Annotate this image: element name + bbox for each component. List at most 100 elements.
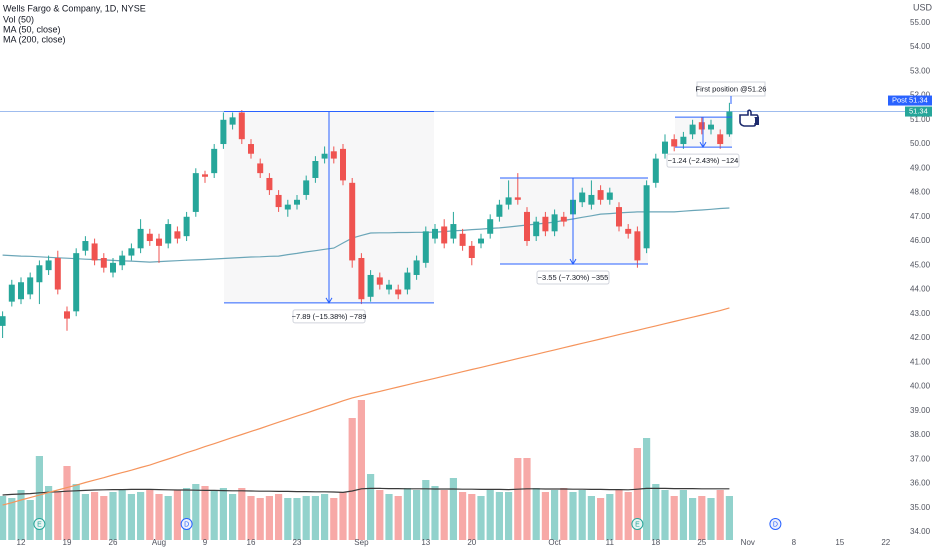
candle-body <box>54 257 61 290</box>
measure-label: −3.55 (−7.30%) −355 <box>538 273 609 282</box>
x-tick-label: Nov <box>741 538 755 547</box>
volume-bar <box>81 494 89 540</box>
candle-body <box>303 180 310 195</box>
candle-body <box>27 277 34 295</box>
volume-bar <box>164 496 172 540</box>
volume-bar <box>35 456 43 540</box>
candle-body <box>312 161 319 178</box>
volume-bar <box>495 492 503 540</box>
volume-bar <box>486 490 494 540</box>
last-price-label: 51.34 <box>909 107 928 116</box>
candle-body <box>284 204 291 210</box>
candle-body <box>487 219 494 234</box>
candle-body <box>662 141 668 154</box>
volume-bar <box>670 496 678 540</box>
event-marker <box>631 518 644 530</box>
volume-bar <box>210 490 218 540</box>
arrow-head <box>699 141 707 149</box>
volume-bar <box>293 498 301 540</box>
candle-body <box>119 255 126 266</box>
y-tick-label: 50.00 <box>910 139 931 148</box>
candle-body <box>238 112 245 140</box>
y-tick-label: 51.00 <box>910 115 931 124</box>
volume-bar <box>431 486 439 540</box>
volume-bar <box>615 490 623 540</box>
x-tick-label: 26 <box>109 538 118 547</box>
volume-bar <box>357 400 365 540</box>
legend-entry: MA (200, close) <box>3 34 66 44</box>
volume-bar <box>403 488 411 540</box>
candle-body <box>73 253 80 312</box>
event-marker <box>33 518 46 530</box>
volume-bar <box>523 458 531 540</box>
volume-bar <box>679 490 687 540</box>
measure-area <box>500 177 648 265</box>
candle-body <box>220 119 227 145</box>
candle-body <box>82 241 89 251</box>
y-tick-label: 44.00 <box>910 285 931 294</box>
volume-bar <box>54 492 62 540</box>
candle-body <box>671 139 678 147</box>
y-tick-label: 36.00 <box>910 479 931 488</box>
candle-body <box>137 228 144 249</box>
candle-body <box>110 262 116 273</box>
candle-body <box>422 231 429 263</box>
measure-label: −7.89 (−15.38%) −789 <box>292 312 367 321</box>
candle-body <box>266 177 273 191</box>
volume-bar <box>394 496 402 540</box>
volume-bar <box>311 496 319 540</box>
candle-body <box>156 238 162 246</box>
candle-body <box>321 153 328 159</box>
y-tick-label: 40.00 <box>910 382 931 391</box>
legend-entry: MA (50, close) <box>3 24 61 34</box>
candle-body <box>689 124 696 135</box>
hand-icon <box>739 109 759 127</box>
volume-bar <box>367 474 375 540</box>
volume-bar <box>219 488 227 540</box>
measure-label: −1.24 (−2.43%) −124 <box>668 156 739 165</box>
volume-bar <box>624 492 632 540</box>
candle-body <box>652 158 659 183</box>
x-tick-label: 15 <box>835 538 844 547</box>
candle-body <box>606 192 613 200</box>
x-tick-label: 20 <box>467 538 476 547</box>
ma-line <box>2 307 730 506</box>
x-tick-label: 22 <box>881 538 890 547</box>
x-tick-label: 25 <box>697 538 706 547</box>
candle-body <box>202 174 208 177</box>
volume-bar <box>330 498 338 540</box>
x-tick-label: 9 <box>203 538 208 547</box>
event-label: D <box>184 521 189 528</box>
chart-title: Wells Fargo & Company, 1D, NYSE <box>3 3 146 13</box>
post-tag <box>888 95 932 106</box>
volume-bar <box>321 494 329 540</box>
candle-body <box>257 163 264 174</box>
volume-bar <box>514 458 522 540</box>
candle-body <box>459 233 466 246</box>
volume-bar <box>348 418 356 540</box>
y-tick-label: 38.00 <box>910 430 931 439</box>
volume-bar <box>597 498 605 540</box>
y-tick-label: 52.00 <box>910 91 931 100</box>
event-label: E <box>37 521 42 528</box>
volume-bar <box>256 498 264 540</box>
volume-bar <box>578 490 586 540</box>
candle-body <box>128 248 135 256</box>
x-tick-label: Aug <box>152 538 166 547</box>
candle-body <box>551 214 558 232</box>
y-tick-label: 53.00 <box>910 66 931 75</box>
volume-bar <box>8 498 16 540</box>
arrow-head <box>569 258 577 266</box>
candle-body <box>643 185 650 249</box>
measure-label-box <box>666 153 740 168</box>
volume-bar <box>376 490 384 540</box>
candle-body <box>146 233 153 242</box>
candle-body <box>625 228 632 234</box>
candle-body <box>524 211 530 242</box>
volume-bar <box>716 490 724 540</box>
y-tick-label: 35.00 <box>910 503 931 512</box>
volume-bar <box>569 492 577 540</box>
candle-body <box>468 245 475 258</box>
candle-body <box>404 272 411 290</box>
